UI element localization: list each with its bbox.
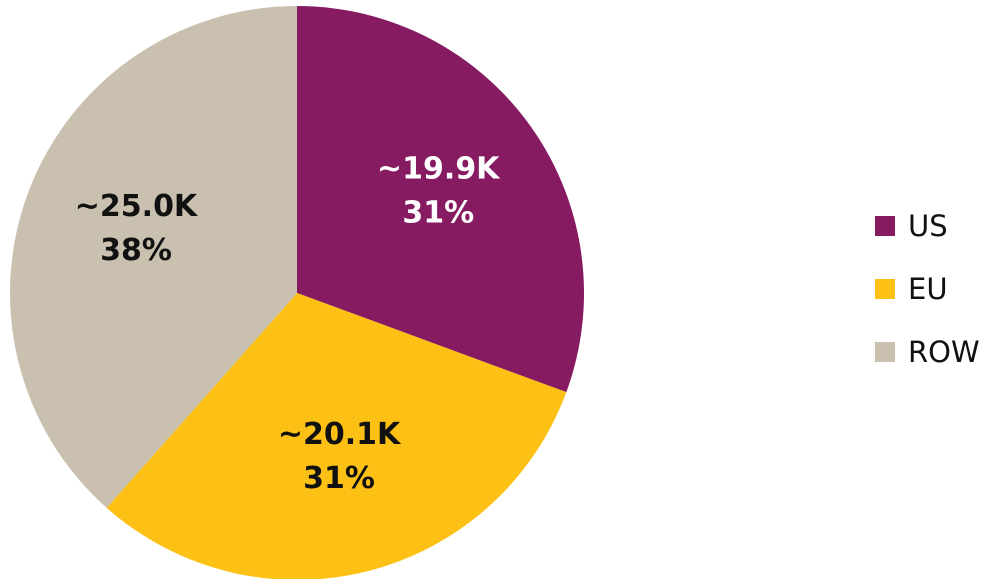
slice-labels: ~19.9K 31% ~20.1K 31% ~25.0K 38% bbox=[75, 151, 501, 495]
legend-swatch-us bbox=[875, 216, 895, 236]
legend-label-row: ROW bbox=[908, 335, 980, 369]
slice-percent-label-us: 31% bbox=[402, 195, 474, 230]
legend-label-eu: EU bbox=[908, 272, 948, 306]
slice-value-label-row: ~25.0K bbox=[75, 189, 199, 224]
legend-swatch-row bbox=[875, 342, 895, 362]
slice-value-label-us: ~19.9K bbox=[377, 151, 501, 186]
slice-percent-label-eu: 31% bbox=[303, 461, 375, 496]
pie-slices bbox=[10, 6, 584, 579]
legend-label-us: US bbox=[908, 209, 948, 243]
legend: US EU ROW bbox=[875, 209, 980, 369]
slice-value-label-eu: ~20.1K bbox=[278, 417, 402, 452]
pie-slice-eu bbox=[106, 293, 567, 579]
slice-percent-label-row: 38% bbox=[100, 233, 172, 268]
pie-slice-row bbox=[10, 6, 298, 508]
legend-swatch-eu bbox=[875, 279, 895, 299]
pie-slice-us bbox=[297, 6, 584, 393]
